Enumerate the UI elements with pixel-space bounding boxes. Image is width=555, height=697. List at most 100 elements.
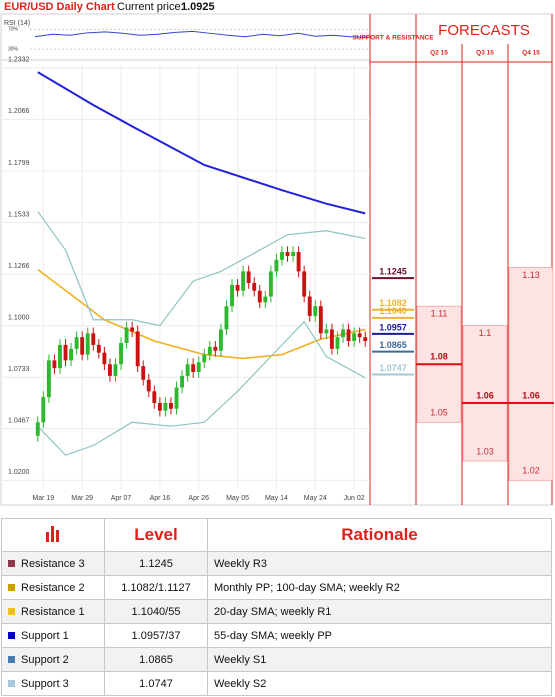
level-swatch xyxy=(8,680,15,688)
candle-body xyxy=(235,284,240,291)
level-swatch xyxy=(8,584,15,592)
candle-body xyxy=(191,364,196,372)
x-tick-label: Apr 07 xyxy=(111,495,132,502)
candle-body xyxy=(285,252,290,256)
indicator-line xyxy=(37,268,366,360)
candle-body xyxy=(318,306,323,334)
candle-body xyxy=(246,271,251,284)
candle-body xyxy=(102,352,107,365)
level-value: 1.0747 xyxy=(104,671,208,696)
candle-body xyxy=(280,252,284,260)
level-value: 1.0957/37 xyxy=(104,623,208,648)
level-name-cell: Support 1 xyxy=(1,623,105,648)
level-rationale: Weekly R3 xyxy=(207,551,552,576)
candle-body xyxy=(241,271,246,291)
candle-body xyxy=(291,252,296,256)
x-tick-label: Mar 19 xyxy=(32,495,54,502)
y-tick-label: 1.0733 xyxy=(8,366,30,373)
level-name-cell: Resistance 1 xyxy=(1,599,105,624)
candle-body xyxy=(52,360,57,369)
current-price: 1.0925 xyxy=(181,1,215,13)
table-row: Resistance 2 1.1082/1.1127 Monthly PP; 100… xyxy=(1,575,552,600)
level-name-cell: Resistance 3 xyxy=(1,551,105,576)
forecast-low-label: 1.03 xyxy=(476,446,494,456)
table-header: Level Rationale xyxy=(1,518,552,552)
candle-body xyxy=(213,346,218,351)
level-name-cell: Support 3 xyxy=(1,671,105,696)
forecast-borders xyxy=(369,14,553,505)
y-tick-label: 1.2332 xyxy=(8,57,30,64)
level-rationale: Monthly PP; 100-day SMA; weekly R2 xyxy=(207,575,552,600)
x-tick-label: May 05 xyxy=(226,495,249,502)
candle-body xyxy=(329,329,334,349)
x-tick-label: Apr 26 xyxy=(188,495,209,502)
x-tick-label: Apr 16 xyxy=(150,495,171,502)
level-value: 1.1245 xyxy=(104,551,208,576)
sr-level-label: 1.0747 xyxy=(379,363,407,373)
sr-level-label: 1.0957 xyxy=(379,322,407,332)
forecast-base-label: 1.08 xyxy=(430,352,448,362)
candle-body xyxy=(202,354,207,363)
sr-level-label: 1.1245 xyxy=(379,267,407,277)
level-name: Resistance 1 xyxy=(21,605,85,618)
candle-body xyxy=(157,402,162,411)
forecast-range xyxy=(462,325,508,462)
header-rationale: Rationale xyxy=(207,518,552,552)
rsi-tick-label: 70% xyxy=(8,27,19,33)
y-tick-label: 1.2066 xyxy=(8,108,30,115)
level-rationale: 55-day SMA; weekly PP xyxy=(207,623,552,648)
candle-body xyxy=(230,284,234,307)
table-row: Support 2 1.0865 Weekly S1 xyxy=(1,647,552,672)
candle-body xyxy=(124,327,129,343)
x-tick-label: May 24 xyxy=(304,495,327,502)
candle-body xyxy=(180,375,185,388)
forecast-high-label: 1.13 xyxy=(522,270,540,280)
sr-level-label: 1.1082 xyxy=(379,298,407,308)
rsi-tick-label: 30% xyxy=(8,46,19,52)
level-name-cell: Resistance 2 xyxy=(1,575,105,600)
y-tick-label: 1.1266 xyxy=(8,263,30,270)
indicator-line xyxy=(37,211,366,327)
candle-body xyxy=(335,337,340,349)
candle-body xyxy=(224,306,229,330)
candle-body xyxy=(69,348,74,361)
candle-body xyxy=(341,329,345,338)
candle-body xyxy=(169,402,173,409)
header-icon xyxy=(1,518,105,552)
forecast-low-label: 1.05 xyxy=(430,408,448,418)
level-name: Support 2 xyxy=(21,653,69,666)
candle-body xyxy=(80,337,85,355)
candle-body xyxy=(207,346,212,355)
candle-body xyxy=(135,331,140,367)
candle-body xyxy=(274,259,279,272)
candle-body xyxy=(346,329,351,342)
level-rationale: Weekly S1 xyxy=(207,647,552,672)
y-tick-label: 1.0467 xyxy=(8,418,30,425)
chart-title: EUR/USD Daily Chart xyxy=(4,1,115,13)
candle-body xyxy=(268,271,273,297)
y-tick-label: 1.0200 xyxy=(8,469,30,476)
sr-level-label: 1.0865 xyxy=(379,340,407,350)
bar-icon xyxy=(46,525,59,542)
table-row: Resistance 1 1.1040/55 20-day SMA; weekly … xyxy=(1,599,552,624)
candle-body xyxy=(113,364,118,376)
forecast-high-label: 1.11 xyxy=(431,309,448,319)
candle-body xyxy=(324,329,329,334)
quarter-label: Q4 15 xyxy=(522,50,540,57)
candle-body xyxy=(107,364,112,376)
sr-level-label: 1.1040 xyxy=(379,306,407,316)
table-row: Resistance 3 1.1245 Weekly R3 xyxy=(1,551,552,576)
x-tick-label: Mar 29 xyxy=(71,495,93,502)
header-level: Level xyxy=(104,518,208,552)
table-row: Support 3 1.0747 Weekly S2 xyxy=(1,671,552,696)
candle-body xyxy=(296,252,301,272)
candle-body xyxy=(119,342,123,365)
level-rationale: 20-day SMA; weekly R1 xyxy=(207,599,552,624)
price-label: Current price: xyxy=(117,1,184,13)
candle-body xyxy=(58,344,62,369)
indicator-line xyxy=(37,71,366,215)
level-swatch xyxy=(8,656,15,664)
level-name: Support 1 xyxy=(21,629,69,642)
level-value: 1.0865 xyxy=(104,647,208,672)
indicator-line xyxy=(37,320,366,456)
